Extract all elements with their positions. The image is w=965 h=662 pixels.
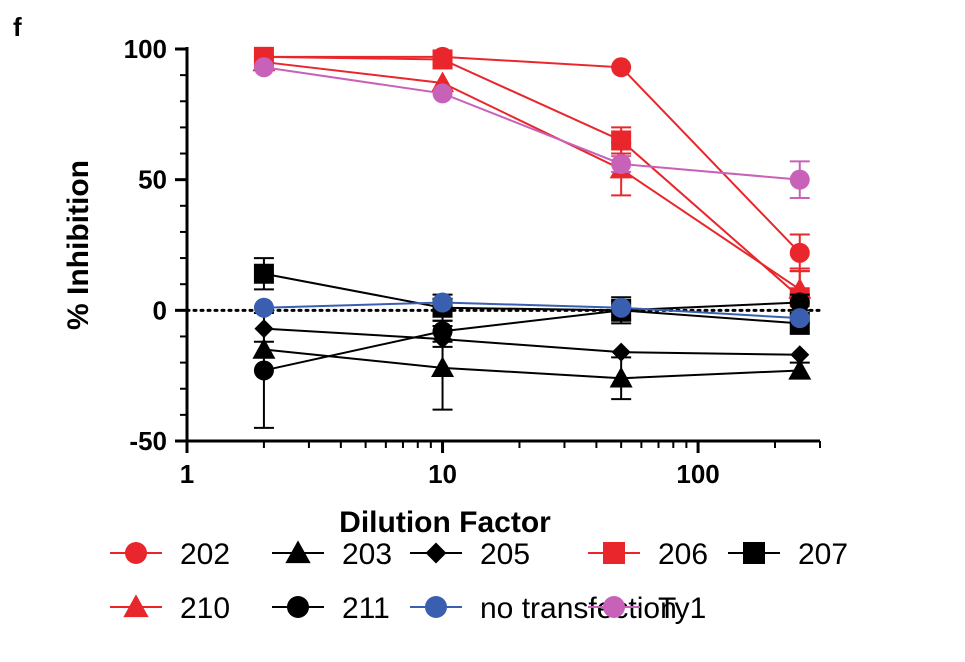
series-line [263,301,800,320]
series-line [263,301,800,372]
data-point [431,356,455,378]
axes: -50 0 50 100 1 10 100 [124,34,821,489]
series-line [263,327,800,356]
legend-label: 207 [798,538,848,571]
data-point [609,366,633,388]
data-point [432,321,453,342]
series-210 [252,50,812,312]
data-point [789,169,810,190]
data-point [253,360,274,381]
series-line [263,55,801,254]
legend-label: 205 [480,538,530,571]
legend-item-Ty1: Ty1 [588,592,706,625]
y-tick-label: 0 [153,295,167,325]
series-no-transfection [253,292,810,329]
y-tick-label: -50 [129,426,167,456]
y-tick-label: 100 [124,34,167,64]
legend-label: 211 [342,592,390,625]
legend-label: Ty1 [658,592,706,625]
legend-marker [603,596,625,618]
series-211 [253,292,810,429]
legend-marker [287,596,309,618]
data-point [788,358,812,380]
data-point [611,130,632,151]
data-point [432,49,453,70]
data-point [432,83,453,104]
legend-marker [603,542,625,564]
series-205 [254,319,810,365]
legend-item-207: 207 [728,538,848,571]
data-point [611,57,632,78]
y-tick-label: 50 [138,165,167,195]
series-line [263,272,800,325]
data-point [790,345,810,365]
legend-label: 203 [342,538,392,571]
data-point [253,297,274,318]
data-point [432,292,453,313]
legend-item-210: 210 [110,592,230,625]
series-line [263,66,800,181]
legend-marker [285,540,311,564]
legend-label: no transfection [480,592,677,625]
data-point [789,308,810,329]
x-tick-label: 100 [676,459,719,489]
legend-label: 210 [180,592,230,625]
data-point [253,57,274,78]
legend-item-no-transfection: no transfection [410,592,677,625]
legend-item-202: 202 [110,538,230,571]
series-203 [252,325,812,411]
legend-marker [123,594,149,618]
legend-marker [743,542,765,564]
legend-item-206: 206 [588,538,708,571]
legend-marker [125,542,147,564]
series-207 [253,257,810,335]
legend-item-203: 203 [272,538,392,571]
x-tick-label: 10 [428,459,457,489]
data-point [789,242,810,263]
y-axis-label: % Inhibition [62,160,95,330]
series-line [263,55,801,299]
x-tick-label: 1 [180,459,194,489]
series-202 [253,46,810,273]
data-point [789,292,810,313]
data-point [253,263,274,284]
legend-marker [425,542,447,564]
legend-item-211: 211 [272,592,390,625]
series-line [263,61,801,291]
legend-label: 206 [658,538,708,571]
x-axis-label: Dilution Factor [339,506,551,539]
data-point [611,153,632,174]
legend-marker [425,596,447,618]
series-206 [253,46,810,325]
legend-item-205: 205 [410,538,530,571]
panel-label: f [13,12,22,42]
series-Ty1 [253,57,810,199]
legend-label: 202 [180,538,230,571]
series-line [263,348,800,380]
data-point [611,342,631,362]
series-layer [252,46,812,429]
data-point [788,277,812,299]
data-point [611,297,632,318]
